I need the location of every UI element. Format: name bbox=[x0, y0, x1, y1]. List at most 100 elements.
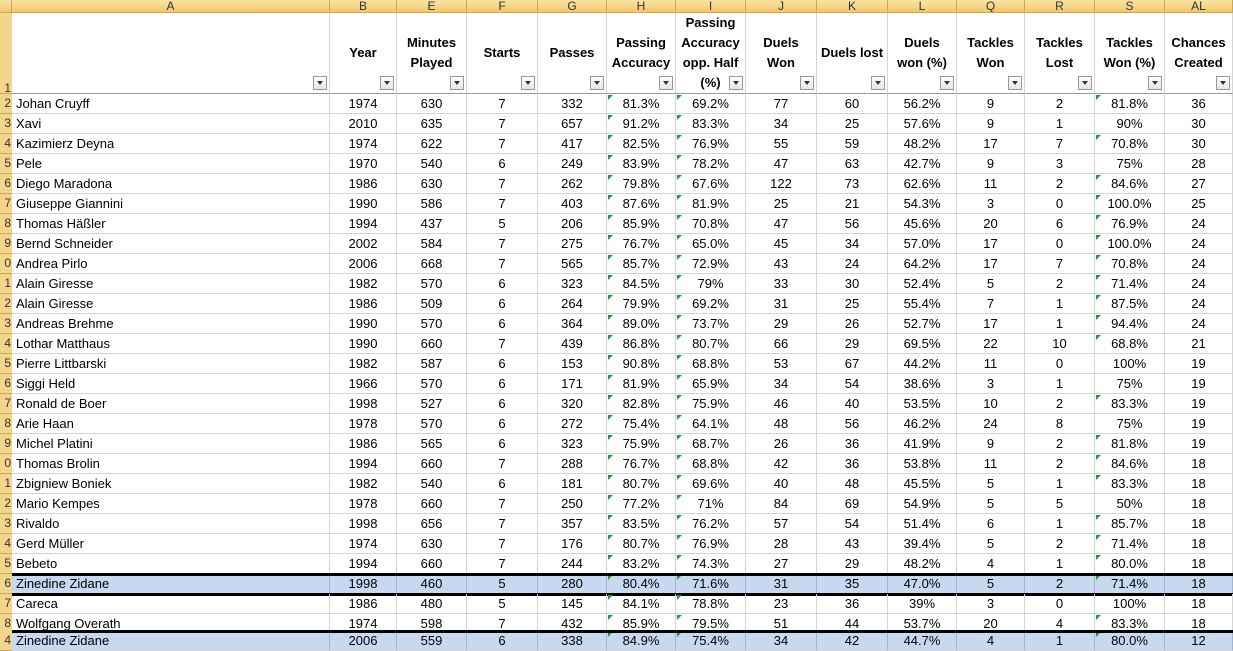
cell[interactable]: 1998 bbox=[330, 514, 397, 534]
filter-button[interactable] bbox=[1216, 76, 1230, 90]
cell[interactable]: 527 bbox=[397, 394, 467, 414]
filter-button[interactable] bbox=[729, 76, 743, 90]
cell[interactable]: 70.8% bbox=[1095, 254, 1165, 274]
cell[interactable]: 272 bbox=[538, 414, 607, 434]
cell[interactable]: 46.2% bbox=[888, 414, 957, 434]
cell[interactable]: 82.5% bbox=[607, 134, 676, 154]
cell[interactable]: Alain Giresse bbox=[12, 294, 330, 314]
cell[interactable]: 69.5% bbox=[888, 334, 957, 354]
row-number[interactable]: 8 bbox=[0, 414, 12, 434]
cell[interactable]: 51.4% bbox=[888, 514, 957, 534]
cell[interactable]: 6 bbox=[467, 631, 538, 651]
row-number[interactable]: 1 bbox=[0, 274, 12, 294]
cell[interactable]: 34 bbox=[746, 374, 817, 394]
cell[interactable]: 53 bbox=[746, 354, 817, 374]
cell[interactable]: 81.8% bbox=[1095, 434, 1165, 454]
cell[interactable]: 635 bbox=[397, 114, 467, 134]
cell[interactable]: 25 bbox=[817, 114, 888, 134]
cell[interactable]: 323 bbox=[538, 434, 607, 454]
cell[interactable]: 54 bbox=[817, 514, 888, 534]
cell[interactable]: 18 bbox=[1165, 594, 1233, 614]
cell[interactable]: 83.3% bbox=[1095, 394, 1165, 414]
cell[interactable]: 78.8% bbox=[676, 594, 746, 614]
row-number[interactable]: 5 bbox=[0, 154, 12, 174]
cell[interactable]: 660 bbox=[397, 554, 467, 574]
cell[interactable]: 17 bbox=[957, 134, 1025, 154]
cell[interactable]: 100% bbox=[1095, 354, 1165, 374]
cell[interactable]: 23 bbox=[746, 594, 817, 614]
cell[interactable]: 288 bbox=[538, 454, 607, 474]
cell[interactable]: 48.2% bbox=[888, 134, 957, 154]
cell[interactable]: Alain Giresse bbox=[12, 274, 330, 294]
cell[interactable]: 84.1% bbox=[607, 594, 676, 614]
row-number[interactable]: 1 bbox=[0, 13, 12, 94]
cell[interactable]: 30 bbox=[1165, 114, 1233, 134]
filter-button[interactable] bbox=[871, 76, 885, 90]
cell[interactable]: 540 bbox=[397, 154, 467, 174]
cell[interactable]: 75.9% bbox=[676, 394, 746, 414]
cell[interactable]: 249 bbox=[538, 154, 607, 174]
cell[interactable]: 76.7% bbox=[607, 454, 676, 474]
cell[interactable]: 1 bbox=[1025, 514, 1095, 534]
row-number[interactable]: 6 bbox=[0, 574, 12, 594]
cell[interactable]: 73.7% bbox=[676, 314, 746, 334]
cell[interactable]: 6 bbox=[467, 414, 538, 434]
cell[interactable]: 1994 bbox=[330, 214, 397, 234]
cell[interactable]: 54 bbox=[817, 374, 888, 394]
cell[interactable]: 57.0% bbox=[888, 234, 957, 254]
cell[interactable]: 87.6% bbox=[607, 194, 676, 214]
cell[interactable]: 75.4% bbox=[607, 414, 676, 434]
cell[interactable]: 7 bbox=[957, 294, 1025, 314]
cell[interactable]: 181 bbox=[538, 474, 607, 494]
cell[interactable]: 25 bbox=[817, 294, 888, 314]
row-number[interactable]: 7 bbox=[0, 194, 12, 214]
cell[interactable]: 78.2% bbox=[676, 154, 746, 174]
cell[interactable]: 40 bbox=[746, 474, 817, 494]
cell[interactable]: 94.4% bbox=[1095, 314, 1165, 334]
cell[interactable]: 19 bbox=[1165, 394, 1233, 414]
cell[interactable]: 9 bbox=[957, 154, 1025, 174]
cell[interactable]: 145 bbox=[538, 594, 607, 614]
row-number[interactable]: 7 bbox=[0, 394, 12, 414]
column-letter[interactable]: K bbox=[817, 0, 888, 13]
cell[interactable]: 2 bbox=[1025, 274, 1095, 294]
cell[interactable]: 31 bbox=[746, 574, 817, 594]
cell[interactable]: 7 bbox=[467, 234, 538, 254]
cell[interactable]: 54.9% bbox=[888, 494, 957, 514]
cell[interactable]: 25 bbox=[746, 194, 817, 214]
cell[interactable]: 35 bbox=[817, 574, 888, 594]
cell[interactable]: 5 bbox=[1025, 494, 1095, 514]
column-letter[interactable]: S bbox=[1095, 0, 1165, 13]
row-number[interactable]: 9 bbox=[0, 434, 12, 454]
row-number[interactable]: 9 bbox=[0, 234, 12, 254]
row-number[interactable]: 2 bbox=[0, 294, 12, 314]
cell[interactable]: 82.8% bbox=[607, 394, 676, 414]
cell[interactable]: 7 bbox=[467, 334, 538, 354]
cell[interactable]: 44.2% bbox=[888, 354, 957, 374]
cell[interactable]: 75% bbox=[1095, 154, 1165, 174]
cell[interactable]: 48 bbox=[746, 414, 817, 434]
cell[interactable]: 80.7% bbox=[676, 334, 746, 354]
cell[interactable]: 622 bbox=[397, 134, 467, 154]
cell[interactable]: 24 bbox=[1165, 234, 1233, 254]
cell[interactable]: 80.7% bbox=[607, 534, 676, 554]
cell[interactable]: Andreas Brehme bbox=[12, 314, 330, 334]
cell[interactable]: 29 bbox=[817, 334, 888, 354]
cell[interactable]: Gerd Müller bbox=[12, 534, 330, 554]
cell[interactable]: 1978 bbox=[330, 414, 397, 434]
cell[interactable]: 7 bbox=[1025, 134, 1095, 154]
cell[interactable]: 68.8% bbox=[676, 454, 746, 474]
cell[interactable]: 6 bbox=[957, 514, 1025, 534]
cell[interactable]: 1986 bbox=[330, 594, 397, 614]
cell[interactable]: 9 bbox=[957, 94, 1025, 114]
cell[interactable]: 47.0% bbox=[888, 574, 957, 594]
cell[interactable]: 630 bbox=[397, 534, 467, 554]
filter-button[interactable] bbox=[659, 76, 673, 90]
cell[interactable]: 6 bbox=[467, 394, 538, 414]
cell[interactable]: 1982 bbox=[330, 354, 397, 374]
cell[interactable]: 1 bbox=[1025, 554, 1095, 574]
cell[interactable]: 71.4% bbox=[1095, 274, 1165, 294]
cell[interactable]: 1 bbox=[1025, 314, 1095, 334]
cell[interactable]: 50% bbox=[1095, 494, 1165, 514]
row-number[interactable]: 3 bbox=[0, 514, 12, 534]
